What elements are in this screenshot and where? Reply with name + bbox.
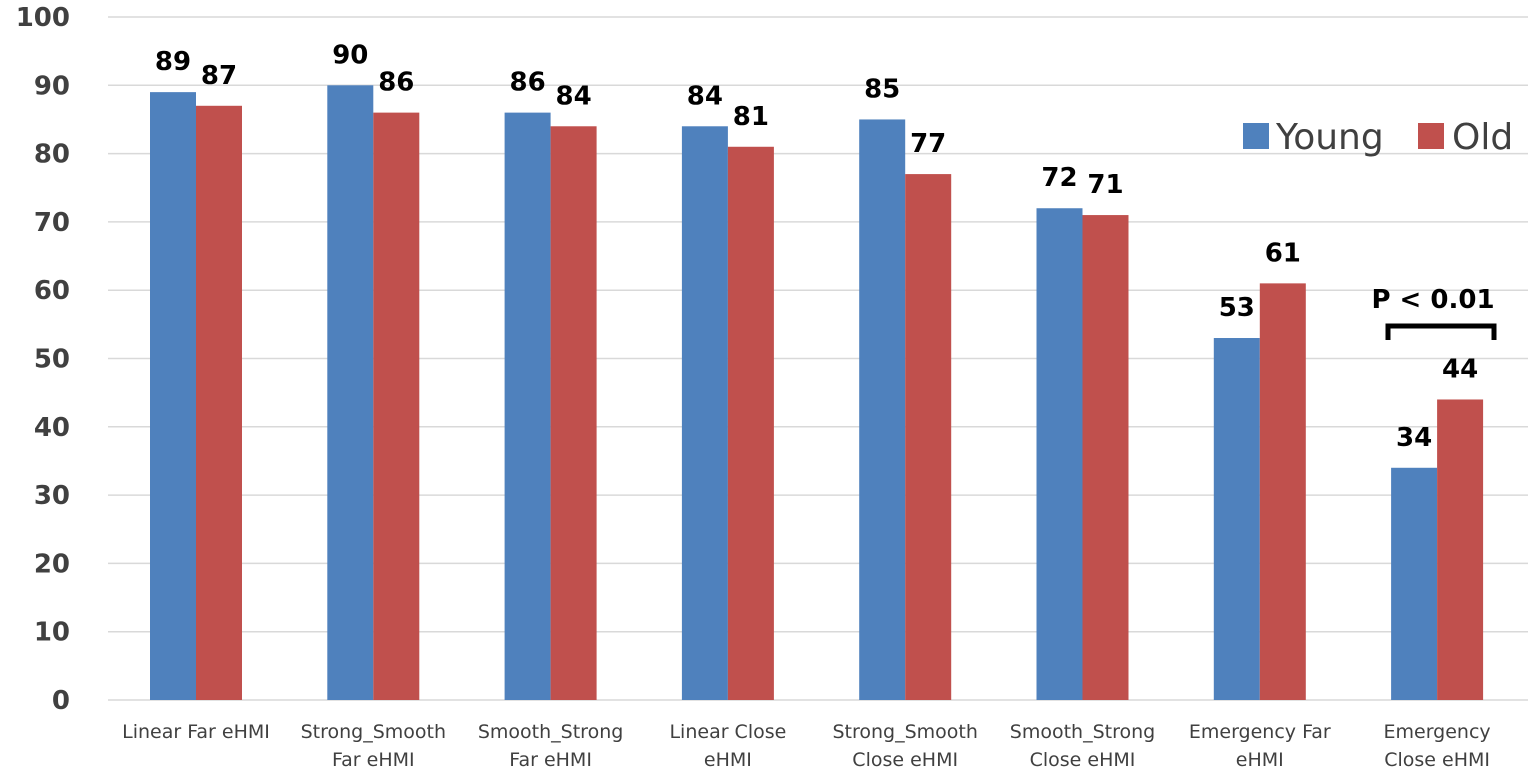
category-label: Emergency: [1384, 721, 1491, 743]
data-label-old: 87: [201, 61, 237, 91]
category-label: Smooth_Strong: [1010, 721, 1155, 743]
category-label: Linear Far eHMI: [122, 721, 270, 743]
data-label-old: 44: [1442, 354, 1478, 384]
data-label-young: 34: [1396, 423, 1432, 453]
category-label: Far eHMI: [332, 749, 415, 771]
category-label: Smooth_Strong: [478, 721, 623, 743]
bars: [150, 85, 1484, 701]
data-label-old: 81: [733, 102, 769, 132]
y-tick-label: 90: [34, 71, 70, 101]
category-label: Strong_Smooth: [301, 721, 446, 743]
data-label-old: 71: [1087, 170, 1123, 200]
legend-swatch-young: [1243, 123, 1269, 149]
category-label: eHMI: [704, 749, 752, 771]
y-tick-label: 0: [52, 686, 70, 716]
category-label: Far eHMI: [509, 749, 592, 771]
y-tick-label: 30: [34, 481, 70, 511]
data-label-young: 53: [1219, 293, 1255, 323]
significance-label: P < 0.01: [1371, 285, 1494, 315]
y-tick-label: 70: [34, 208, 70, 238]
bar-old: [1437, 399, 1484, 700]
data-label-old: 84: [556, 81, 592, 111]
bar-young: [681, 126, 728, 700]
bar-old: [196, 105, 242, 701]
bar-young: [327, 85, 374, 701]
bar-young: [859, 119, 906, 700]
y-tick-label: 10: [34, 618, 70, 648]
data-label-old: 86: [378, 68, 414, 98]
category-label: Strong_Smooth: [832, 721, 977, 743]
y-tick-label: 100: [16, 3, 70, 33]
bar-old: [1259, 283, 1306, 700]
category-label: Close eHMI: [1384, 749, 1490, 771]
y-tick-label: 20: [34, 549, 70, 579]
significance-annotation: P < 0.01: [1371, 285, 1497, 340]
legend: Young Old: [1243, 117, 1513, 158]
category-label: Linear Close: [669, 721, 786, 743]
y-tick-label: 80: [34, 140, 70, 170]
category-label: Close eHMI: [1030, 749, 1136, 771]
bar-old: [1082, 215, 1129, 700]
category-label: eHMI: [1236, 749, 1284, 771]
y-axis-tick-labels: 0 10 20 30 40 50 60 70 80 90 100: [16, 3, 70, 716]
bar-young: [150, 92, 196, 700]
data-label-young: 90: [332, 40, 368, 70]
legend-label-young: Young: [1275, 117, 1384, 158]
bar-old: [550, 126, 597, 700]
data-label-young: 89: [155, 47, 191, 77]
bar-young: [1391, 467, 1438, 700]
data-label-young: 84: [687, 81, 723, 111]
bar-old: [905, 174, 952, 701]
y-tick-label: 40: [34, 413, 70, 443]
bar-old: [373, 112, 420, 701]
bar-young: [1213, 338, 1260, 700]
data-label-young: 85: [864, 74, 900, 104]
x-axis-category-labels: Linear Far eHMI Strong_Smooth Far eHMI Smoo…: [122, 721, 1491, 771]
legend-label-old: Old: [1452, 117, 1513, 158]
category-label: Close eHMI: [852, 749, 958, 771]
data-label-old: 61: [1265, 238, 1301, 268]
data-labels: 89 87 90 86 86 84 84 81 85 77 72 71 53 61 34 44: [155, 40, 1478, 452]
legend-swatch-old: [1418, 123, 1444, 149]
data-label-old: 77: [910, 129, 946, 159]
data-label-young: 86: [510, 68, 546, 98]
bar-young: [504, 112, 551, 701]
significance-bracket: [1385, 323, 1497, 340]
bar-old: [727, 146, 774, 700]
bar-young: [1036, 208, 1083, 701]
category-label: Emergency Far: [1189, 721, 1331, 743]
y-tick-label: 60: [34, 276, 70, 306]
data-label-young: 72: [1041, 163, 1077, 193]
y-tick-label: 50: [34, 345, 70, 375]
